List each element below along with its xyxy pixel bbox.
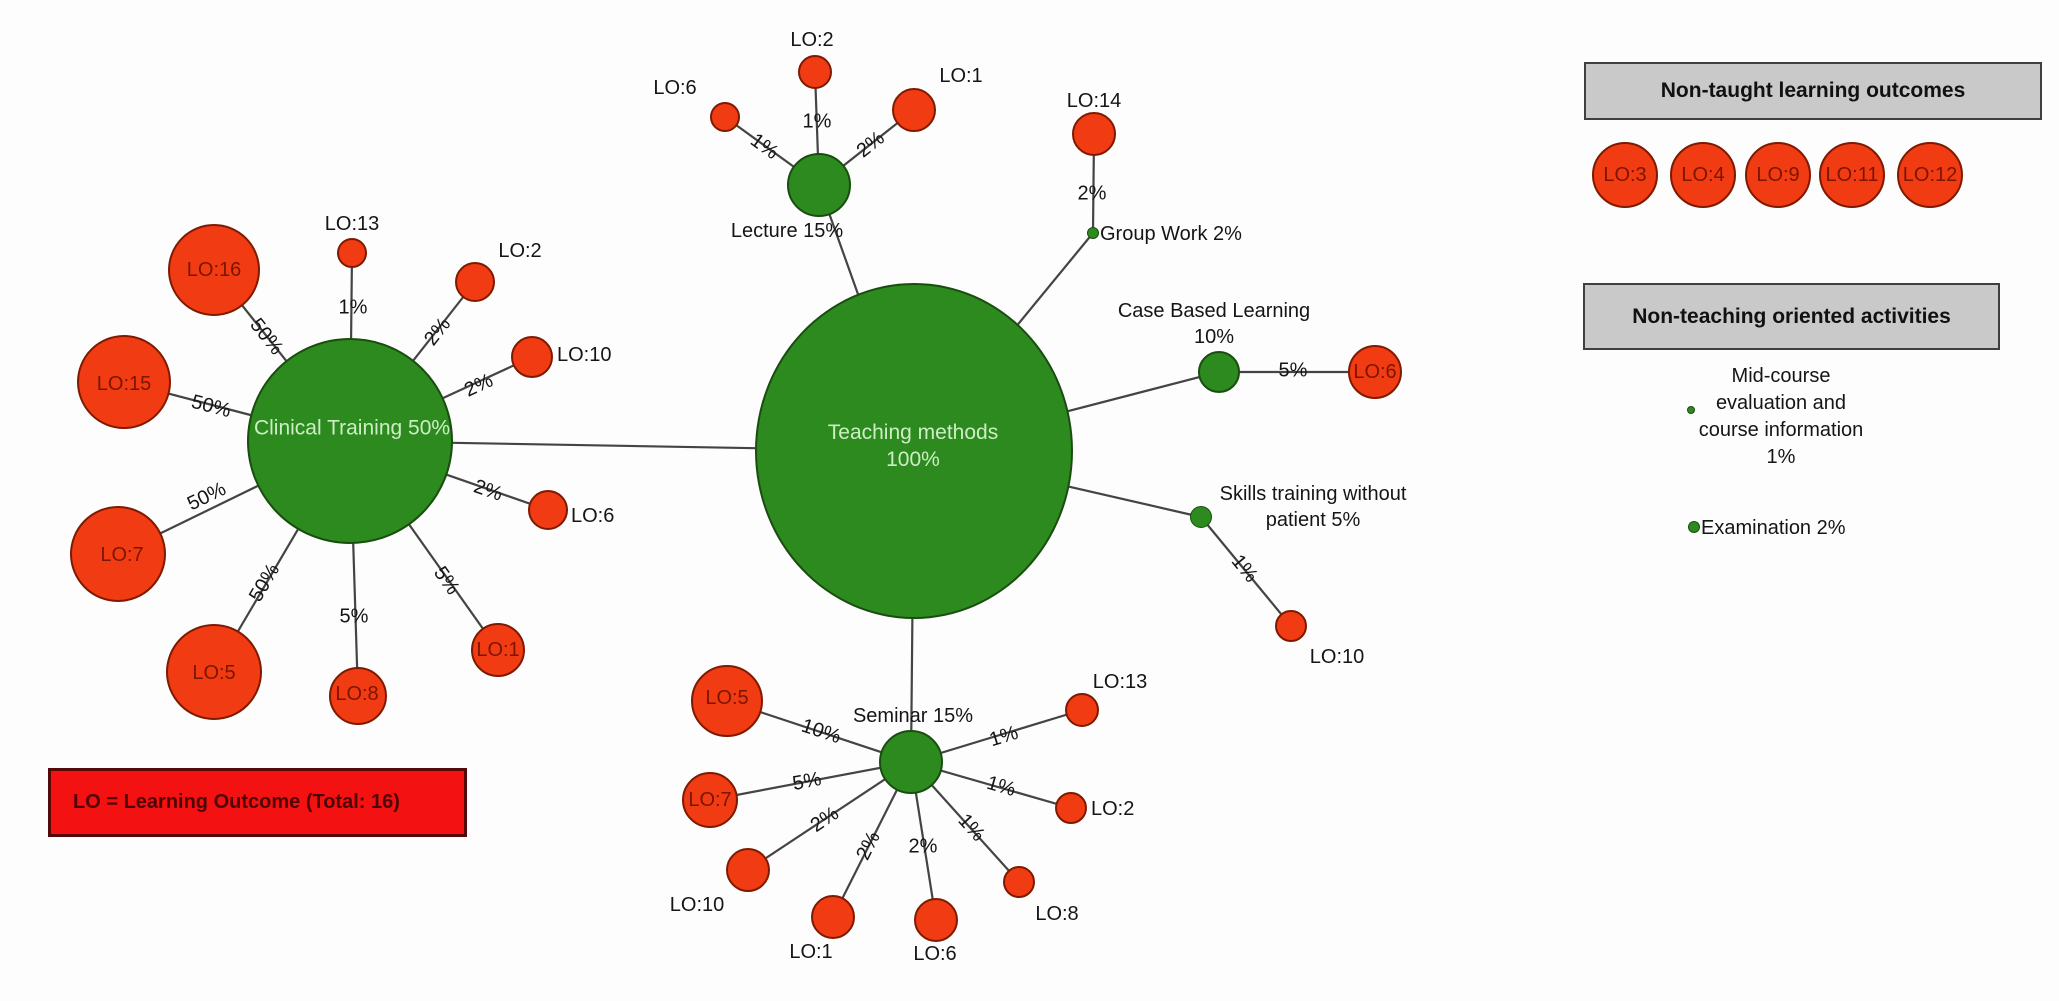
node-label-c-lo13: LO:13 xyxy=(324,213,380,235)
edge-percent-cbl-cb-lo6: 5% xyxy=(1278,359,1308,382)
node-label-teaching: Teaching methods 100% xyxy=(827,421,999,471)
node-label-l-lo2: LO:2 xyxy=(790,29,834,51)
non-teaching-title: Non-teaching oriented activities xyxy=(1632,304,1951,328)
node-label-c-lo6: LO:6 xyxy=(571,505,615,527)
node-c-lo2 xyxy=(455,262,495,302)
node-c-lo8 xyxy=(329,667,387,725)
edge-percent-lecture-l-lo2: 1% xyxy=(802,110,832,133)
examination-label: Examination 2% xyxy=(1701,517,1846,539)
node-c-lo6 xyxy=(528,490,568,530)
node-lecture xyxy=(787,153,851,217)
node-label-groupwork: Group Work 2% xyxy=(1100,223,1242,245)
node-se-lo5 xyxy=(691,665,763,737)
node-label-p-lo11: LO:11 xyxy=(1825,164,1879,186)
node-l-lo6 xyxy=(710,102,740,132)
node-p-lo9 xyxy=(1745,142,1811,208)
node-label-c-lo15: LO:15 xyxy=(96,373,152,395)
node-se-lo8 xyxy=(1003,866,1035,898)
midcourse-line-4: 1% xyxy=(1766,446,1796,468)
node-se-lo13 xyxy=(1065,693,1099,727)
node-g-lo14 xyxy=(1072,112,1116,156)
node-l-lo2 xyxy=(798,55,832,89)
node-label-p-lo9: LO:9 xyxy=(1756,164,1800,186)
edge-percent-groupwork-g-lo14: 2% xyxy=(1077,182,1107,205)
node-groupwork xyxy=(1087,227,1099,239)
node-se-lo1 xyxy=(811,895,855,939)
node-skills xyxy=(1190,506,1212,528)
node-c-lo5 xyxy=(166,624,262,720)
node-c-lo13 xyxy=(337,238,367,268)
node-se-lo7 xyxy=(682,772,738,828)
node-cbl xyxy=(1198,351,1240,393)
node-clinical xyxy=(247,338,453,544)
node-c-lo7 xyxy=(70,506,166,602)
node-midcourse-dot xyxy=(1687,406,1695,414)
node-p-lo4 xyxy=(1670,142,1736,208)
node-c-lo10 xyxy=(511,336,553,378)
node-se-lo10 xyxy=(726,848,770,892)
node-label-s-lo10: LO:10 xyxy=(1309,646,1365,668)
node-c-lo15 xyxy=(77,335,171,429)
node-label-se-lo1: LO:1 xyxy=(789,941,833,963)
node-p-lo12 xyxy=(1897,142,1963,208)
node-se-lo2 xyxy=(1055,792,1087,824)
node-label-c-lo1: LO:1 xyxy=(476,639,520,661)
node-label-c-lo10: LO:10 xyxy=(557,344,612,366)
edge-seminar-se-lo7 xyxy=(709,760,912,802)
node-label-se-lo2: LO:2 xyxy=(1091,798,1135,820)
node-label-cb-lo6: LO:6 xyxy=(1353,361,1397,383)
non-taught-header: Non-taught learning outcomes xyxy=(1584,62,2042,120)
midcourse-evaluation-label: Mid-course evaluation and course informa… xyxy=(1699,363,1864,471)
node-label-l-lo6: LO:6 xyxy=(653,77,697,99)
node-teaching xyxy=(755,283,1073,619)
node-label-p-lo4: LO:4 xyxy=(1681,164,1725,186)
node-label-se-lo7: LO:7 xyxy=(688,789,732,811)
edge-percent-seminar-se-lo6: 2% xyxy=(908,835,938,858)
node-label-c-lo2: LO:2 xyxy=(498,240,542,262)
node-label-c-lo8: LO:8 xyxy=(335,683,379,705)
node-label-cbl: Case Based Learning 10% xyxy=(1117,300,1311,348)
edge-percent-clinical-c-lo8: 5% xyxy=(339,605,369,628)
node-label-se-lo6: LO:6 xyxy=(913,943,957,965)
edge-skills-s-lo10 xyxy=(1200,516,1292,627)
node-label-p-lo3: LO:3 xyxy=(1603,164,1647,186)
legend-box: LO = Learning Outcome (Total: 16) xyxy=(48,768,467,837)
node-c-lo16 xyxy=(168,224,260,316)
non-taught-title: Non-taught learning outcomes xyxy=(1660,79,1966,102)
node-label-c-lo7: LO:7 xyxy=(100,544,144,566)
node-p-lo3 xyxy=(1592,142,1658,208)
node-se-lo6 xyxy=(914,898,958,942)
node-l-lo1 xyxy=(892,88,936,132)
node-exam-dot xyxy=(1688,521,1700,533)
node-s-lo10 xyxy=(1275,610,1307,642)
node-c-lo1 xyxy=(471,623,525,677)
node-label-se-lo10: LO:10 xyxy=(669,894,725,916)
node-label-se-lo13: LO:13 xyxy=(1092,671,1148,693)
node-label-clinical: Clinical Training 50% xyxy=(253,416,451,440)
edge-percent-clinical-c-lo13: 1% xyxy=(338,296,368,319)
node-label-seminar: Seminar 15% xyxy=(852,705,974,727)
midcourse-line-1: Mid-course xyxy=(1731,365,1831,387)
node-label-c-lo16: LO:16 xyxy=(186,259,242,281)
node-label-se-lo8: LO:8 xyxy=(1035,903,1079,925)
node-label-skills: Skills training without patient 5% xyxy=(1219,483,1407,531)
legend-label: LO = Learning Outcome (Total: 16) xyxy=(73,791,400,813)
node-label-l-lo1: LO:1 xyxy=(939,65,983,87)
node-cb-lo6 xyxy=(1348,345,1402,399)
non-teaching-header: Non-teaching oriented activities xyxy=(1583,283,2000,350)
node-label-p-lo12: LO:12 xyxy=(1902,164,1958,186)
node-label-se-lo5: LO:5 xyxy=(705,687,749,709)
node-label-lecture: Lecture 15% xyxy=(730,220,844,242)
node-p-lo11 xyxy=(1819,142,1885,208)
node-label-c-lo5: LO:5 xyxy=(192,662,236,684)
node-label-g-lo14: LO:14 xyxy=(1066,90,1122,112)
node-seminar xyxy=(879,730,943,794)
midcourse-line-3: course information xyxy=(1698,419,1864,441)
midcourse-line-2: evaluation and xyxy=(1715,392,1847,414)
